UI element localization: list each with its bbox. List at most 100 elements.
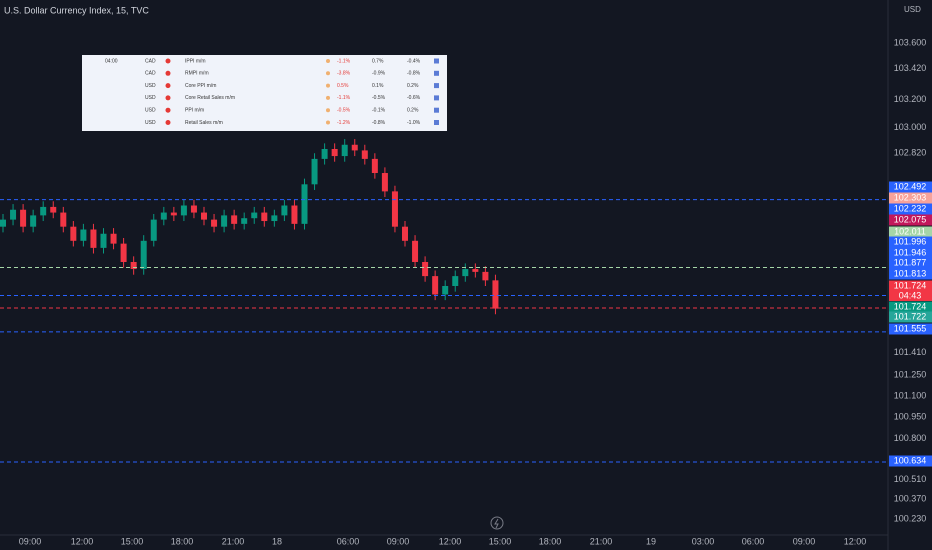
price-tag-label: 101.813 — [894, 268, 927, 278]
candle-body — [40, 206, 47, 216]
candle-body — [331, 149, 338, 157]
price-tag — [889, 181, 932, 193]
x-tick-label: 15:00 — [489, 536, 512, 546]
clock — [326, 83, 330, 88]
candle-body — [432, 276, 439, 295]
lightning — [494, 518, 499, 529]
price-tag — [889, 203, 932, 215]
chart-title: U.S. Dollar Currency Index, 15, TVC — [4, 5, 149, 15]
calendar-cell: -0.8% — [372, 120, 386, 126]
candle-body — [201, 212, 207, 220]
candle-body — [50, 206, 57, 213]
chart-icon — [434, 58, 439, 64]
calendar-cell: 0.1% — [372, 83, 384, 89]
candle-body — [381, 173, 388, 192]
calendar-cell: Core PPI m/m — [185, 83, 216, 89]
calendar-cell: CAD — [145, 71, 156, 77]
calendar-cell: -1.2% — [337, 120, 351, 126]
calendar-cell: 0.5% — [337, 83, 349, 89]
candle-body — [90, 229, 97, 248]
calendar-cell: Core Retail Sales m/m — [185, 95, 235, 101]
flag — [165, 58, 171, 64]
candle-body — [70, 226, 77, 241]
calendar-cell: -0.5% — [337, 108, 351, 114]
candle-body — [462, 269, 469, 277]
candle-body — [472, 269, 479, 272]
y-tick-label: 100.800 — [894, 433, 927, 443]
clock — [326, 59, 330, 63]
x-tick-label: 18:00 — [539, 536, 562, 546]
candle-body — [140, 240, 147, 270]
flag — [165, 83, 171, 89]
calendar-cell: -1.1% — [337, 95, 351, 101]
candle-body — [20, 209, 27, 227]
x-tick-label: 18:00 — [171, 536, 194, 546]
flag — [165, 107, 171, 113]
candle-body — [211, 219, 218, 227]
price-tag-label: 101.724 — [894, 280, 927, 290]
x-tick-label: 09:00 — [387, 536, 410, 546]
y-tick-label: 103.000 — [894, 122, 927, 132]
calendar-cell: -0.1% — [372, 108, 386, 114]
price-tag-label: 101.555 — [894, 323, 927, 333]
price-tag — [889, 268, 932, 280]
calendar-cell: Retail Sales m/m — [185, 120, 223, 126]
candle-body — [120, 243, 127, 262]
x-tick-label: 15:00 — [121, 536, 144, 546]
calendar-cell: USD — [145, 120, 156, 126]
y-tick-label: 101.410 — [894, 347, 927, 357]
calendar-cell: USD — [145, 108, 156, 114]
price-tag — [889, 214, 932, 226]
price-tag — [889, 301, 932, 313]
price-tag-label: 102.011 — [894, 226, 926, 236]
calendar-cell: 0.2% — [407, 83, 419, 89]
price-tag — [889, 311, 932, 323]
y-tick-label: 100.370 — [894, 494, 927, 504]
y-tick-label: 103.200 — [894, 94, 927, 104]
clock — [326, 120, 330, 125]
candle-body — [442, 286, 449, 295]
price-tag-label: 101.946 — [894, 247, 927, 257]
candle-body — [492, 280, 499, 309]
chart-icon — [434, 107, 439, 113]
calendar-cell: PPI m/m — [185, 108, 204, 114]
candle-body — [110, 233, 117, 244]
calendar-cell: 0.7% — [372, 58, 384, 64]
flag — [165, 95, 171, 101]
price-tag — [889, 280, 932, 292]
price-tag — [889, 247, 932, 259]
x-tick-label: 09:00 — [19, 536, 42, 546]
price-tag — [889, 226, 932, 238]
candle-body — [10, 209, 17, 220]
price-tag — [889, 236, 932, 248]
candle-body — [402, 226, 408, 241]
calendar-time: 04:00 — [105, 58, 118, 64]
price-tag-label: 102.492 — [894, 181, 927, 191]
candle-body — [130, 261, 137, 270]
candle-body — [281, 205, 288, 216]
price-tag-label: 102.075 — [894, 214, 927, 224]
calendar-cell: RMPI m/m — [185, 71, 209, 77]
candle-body — [80, 229, 87, 241]
flag — [165, 120, 171, 125]
replay-icon[interactable] — [490, 516, 504, 530]
calendar-cell: -0.4% — [407, 58, 421, 64]
candle-body — [0, 219, 6, 227]
x-tick-label: 06:00 — [742, 536, 765, 546]
x-tick-label: 21:00 — [590, 536, 613, 546]
candle-body — [221, 215, 228, 227]
candle-body — [301, 184, 308, 224]
y-tick-label: 103.600 — [894, 37, 927, 47]
candle-body — [261, 212, 268, 222]
calendar-cell: CAD — [145, 58, 156, 64]
x-tick-label: 12:00 — [439, 536, 462, 546]
candle-body — [150, 219, 157, 241]
calendar-cell: -0.5% — [372, 95, 386, 101]
y-tick-label: 101.100 — [894, 391, 927, 401]
calendar-cell: -0.8% — [407, 71, 421, 77]
calendar-cell: -3.8% — [337, 71, 351, 77]
candle-body — [371, 158, 378, 174]
calendar-cell: -0.6% — [407, 95, 421, 101]
y-tick-label: 102.820 — [894, 148, 927, 158]
